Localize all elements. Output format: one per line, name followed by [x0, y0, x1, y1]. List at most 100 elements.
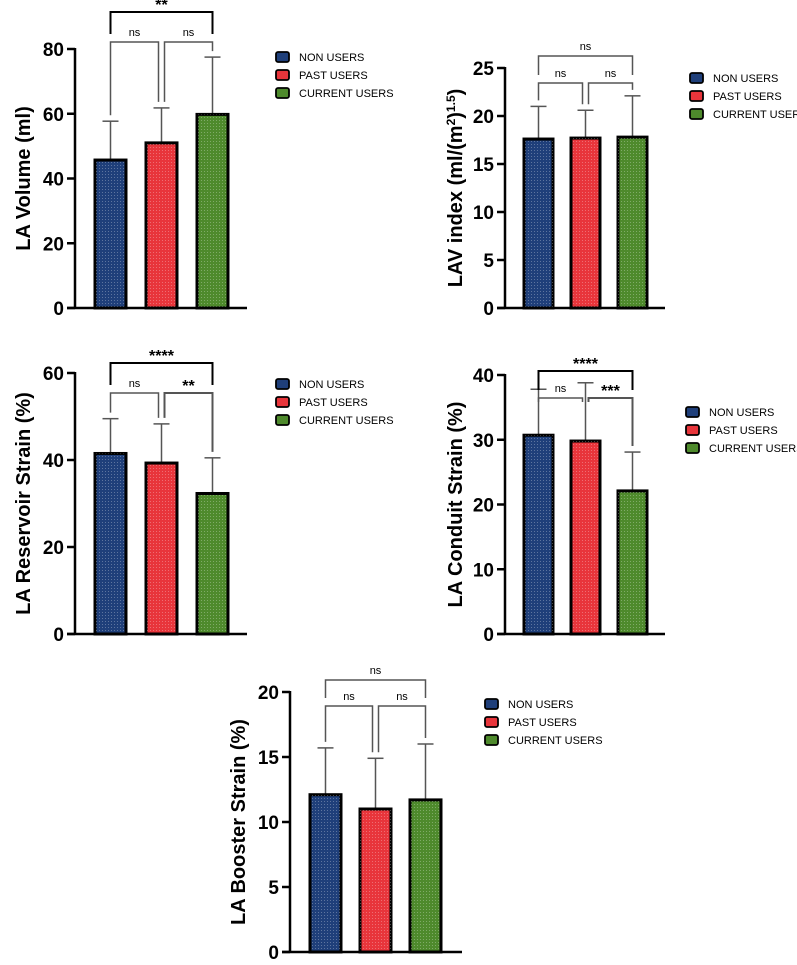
legend-label: PAST USERS — [299, 70, 368, 82]
legend-label: CURRENT USERS — [709, 443, 797, 455]
y-tick-label: 40 — [473, 366, 494, 387]
y-tick-label: 15 — [258, 748, 280, 769]
legend-label: CURRENT USERS — [299, 415, 394, 427]
significance-bracket — [109, 11, 214, 34]
y-tick-label: 20 — [473, 107, 494, 128]
legend-label: CURRENT USERS — [713, 109, 797, 121]
label-part: LAV index (ml/(m — [445, 125, 467, 287]
legend-swatch — [685, 442, 700, 454]
y-axis-label: LA Conduit Strain (%) — [445, 402, 467, 608]
significance-bracket — [537, 370, 634, 390]
y-axis-label: LAV index (ml/(m2)1.5) — [444, 89, 467, 288]
bar-texture — [524, 139, 553, 308]
y-axis-label: LA Reservoir Strain (%) — [13, 392, 35, 615]
significance-label: ns — [129, 378, 141, 390]
y-tick-label: 25 — [473, 59, 495, 80]
y-tick-label: 0 — [53, 625, 64, 646]
y-axis-label: LA Volume (ml) — [13, 106, 35, 250]
significance-label: ns — [605, 68, 617, 80]
legend-swatch — [275, 69, 290, 81]
bar-texture — [571, 441, 600, 634]
bar-texture — [95, 160, 126, 308]
legend-swatch — [275, 378, 290, 390]
y-tick-label: 10 — [473, 560, 494, 581]
significance-bracket — [163, 392, 214, 452]
superscript: 1.5 — [444, 95, 458, 112]
label-part: ) — [445, 112, 467, 119]
bar-texture — [197, 114, 228, 309]
y-tick-label: 30 — [473, 431, 494, 452]
significance-bracket — [587, 397, 634, 447]
y-tick-label: 0 — [483, 299, 494, 320]
y-tick-label: 20 — [258, 683, 279, 704]
chart-panel-2: 0 5 10 15 20 25 LAV index (ml/(m2)1.5) ns ns ns NO… — [444, 41, 797, 320]
y-tick-label: 20 — [473, 496, 494, 517]
significance-label: ns — [129, 27, 141, 39]
significance-bracket — [109, 362, 214, 385]
legend-label: NON USERS — [713, 73, 778, 85]
chart-panel-5: 0 5 10 15 20 LA Booster Strain (%) ns ns ns NON U… — [228, 665, 603, 964]
legend-label: PAST USERS — [299, 397, 368, 409]
bar-texture — [618, 490, 647, 634]
significance-label: ** — [182, 378, 195, 395]
significance-bracket — [587, 82, 634, 105]
legend-label: PAST USERS — [713, 91, 782, 103]
y-tick-label: 0 — [483, 625, 494, 646]
legend-swatch — [685, 406, 700, 418]
y-tick-label: 10 — [473, 203, 494, 224]
bar-texture — [197, 493, 228, 634]
significance-bracket — [377, 705, 427, 753]
significance-label: ns — [396, 691, 408, 703]
significance-bracket — [109, 41, 160, 116]
significance-bracket — [537, 82, 584, 105]
legend-label: CURRENT USERS — [299, 88, 394, 100]
bar-texture — [524, 435, 553, 634]
significance-label: ns — [183, 27, 195, 39]
y-tick-label: 0 — [53, 299, 64, 320]
significance-bracket — [163, 41, 214, 102]
bar-texture — [571, 138, 600, 308]
y-tick-label: 15 — [473, 155, 495, 176]
y-tick-label: 0 — [268, 943, 279, 960]
legend-label: NON USERS — [709, 407, 774, 419]
chart-panel-1: 0 20 40 60 80 LA Volume (ml) ns ns ** NON USERS PA… — [13, 0, 394, 320]
y-tick-label: 20 — [43, 234, 64, 255]
bar-texture — [146, 142, 177, 308]
legend-swatch — [689, 108, 704, 120]
legend-label: NON USERS — [299, 52, 364, 64]
legend-label: CURRENT USERS — [508, 735, 603, 747]
significance-label: **** — [573, 356, 599, 373]
legend-swatch — [484, 698, 499, 710]
y-tick-label: 60 — [43, 364, 64, 385]
y-tick-label: 20 — [43, 538, 64, 559]
legend-swatch — [275, 414, 290, 426]
legend-swatch — [689, 72, 704, 84]
y-tick-label: 60 — [43, 105, 64, 126]
significance-label: ns — [370, 665, 382, 677]
bar-texture — [410, 799, 441, 952]
significance-label: **** — [149, 348, 175, 365]
significance-bracket — [324, 679, 427, 698]
y-tick-label: 10 — [258, 813, 279, 834]
legend-swatch — [685, 424, 700, 436]
label-part: ) — [445, 89, 467, 96]
legend-label: PAST USERS — [508, 717, 577, 729]
y-tick-label: 40 — [43, 451, 64, 472]
chart-panel-4: 0 10 20 30 40 LA Conduit Strain (%) ns ******* N… — [445, 356, 797, 646]
significance-label: ns — [555, 68, 567, 80]
significance-bracket — [537, 55, 634, 75]
y-tick-label: 5 — [268, 878, 279, 899]
bar-texture — [360, 809, 391, 952]
y-axis-label: LA Booster Strain (%) — [228, 719, 250, 925]
significance-bracket — [109, 392, 160, 418]
significance-label: ns — [343, 691, 355, 703]
legend-swatch — [484, 716, 499, 728]
legend-label: NON USERS — [299, 379, 364, 391]
legend-swatch — [275, 396, 290, 408]
significance-label: *** — [601, 383, 620, 400]
legend-label: NON USERS — [508, 699, 573, 711]
legend-label: PAST USERS — [709, 425, 778, 437]
bar-texture — [310, 794, 341, 952]
